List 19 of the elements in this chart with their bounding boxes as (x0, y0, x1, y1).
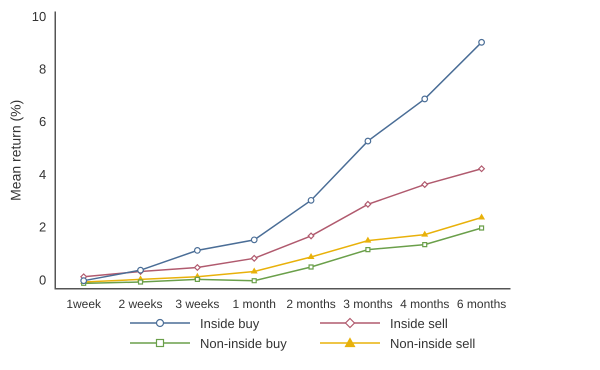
y-tick-label: 6 (39, 114, 46, 130)
x-tick-label: 4 months (400, 297, 450, 312)
y-tick-label: 4 (39, 166, 46, 182)
x-tick-label: 1 month (232, 297, 276, 312)
y-tick-label: 2 (39, 220, 46, 235)
x-tick-label: 3 weeks (175, 297, 220, 312)
legend-label: Inside buy (200, 316, 260, 330)
y-tick-label: 8 (39, 62, 46, 77)
legend-label: Non-inside sell (390, 336, 476, 350)
y-tick-label: 10 (32, 8, 46, 24)
x-tick-label: 2 months (286, 297, 336, 312)
x-tick-label: 3 months (343, 297, 393, 312)
y-tick-label: 0 (39, 272, 46, 288)
x-tick-label: 1week (66, 297, 102, 312)
y-axis-title: Mean return (%) (7, 100, 24, 201)
x-tick-label: 2 weeks (118, 297, 163, 312)
legend-label: Inside sell (390, 316, 448, 330)
x-tick-label: 6 months (456, 297, 506, 312)
legend-label: Non-inside buy (200, 336, 287, 350)
